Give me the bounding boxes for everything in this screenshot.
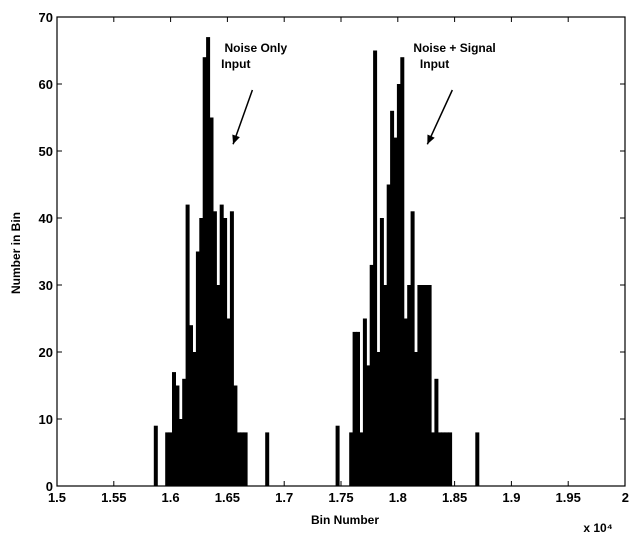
histogram-bar xyxy=(390,110,395,487)
histogram-bars xyxy=(153,37,480,487)
x-tick-label: 1.65 xyxy=(215,490,240,505)
y-tick-label: 40 xyxy=(39,211,53,226)
histogram-bar xyxy=(182,378,187,486)
x-tick-label: 1.75 xyxy=(328,490,353,505)
arrow-head-icon xyxy=(232,134,240,145)
x-tick-label: 1.8 xyxy=(389,490,407,505)
histogram-bar xyxy=(369,264,374,486)
histogram-bar xyxy=(444,432,449,486)
histogram-bar xyxy=(400,57,405,486)
x-tick-label: 1.85 xyxy=(442,490,467,505)
y-tick-label: 20 xyxy=(39,345,53,360)
x-axis: 1.5 1.55 1.6 1.65 1.7 1.75 1.8 1.85 1.9 1.95 2 xyxy=(48,17,629,505)
histogram-bar xyxy=(192,352,197,486)
histogram-bar xyxy=(379,218,384,486)
x-axis-title: Bin Number xyxy=(311,513,379,527)
histogram-bar xyxy=(335,425,340,486)
histogram-bar xyxy=(393,137,398,486)
histogram-bar xyxy=(243,432,248,486)
annotation-label: Input xyxy=(420,57,449,71)
histogram-bar xyxy=(172,372,176,486)
histogram-bar xyxy=(209,117,214,486)
histogram-bar xyxy=(356,331,360,486)
y-tick-label: 50 xyxy=(39,144,53,159)
y-axis: 0 10 20 30 40 50 60 70 xyxy=(39,10,625,494)
annotation-label: Noise Only xyxy=(224,41,287,55)
histogram-bar xyxy=(417,285,422,486)
x-tick-label: 1.9 xyxy=(502,490,520,505)
x-tick-label: 1.7 xyxy=(275,490,293,505)
histogram-bar xyxy=(195,251,200,486)
histogram-bar xyxy=(199,218,204,486)
histogram-bar xyxy=(376,352,381,486)
y-tick-label: 30 xyxy=(39,278,53,293)
histogram-bar xyxy=(349,432,354,486)
histogram-bar xyxy=(212,211,217,487)
histogram-bar xyxy=(475,432,480,486)
histogram-bar xyxy=(362,318,367,486)
histogram-bar xyxy=(366,365,371,486)
histogram-bar xyxy=(178,419,183,486)
y-tick-label: 0 xyxy=(46,479,53,494)
histogram-bar xyxy=(226,318,231,486)
histogram-bar xyxy=(420,285,425,486)
histogram-bar xyxy=(410,211,415,487)
histogram-bar xyxy=(223,218,228,486)
histogram-bar xyxy=(359,432,364,486)
histogram-bar xyxy=(219,204,224,486)
histogram-bar xyxy=(189,325,193,486)
histogram-bar xyxy=(414,352,418,486)
x-axis-multiplier: x 10⁴ xyxy=(583,521,612,535)
histogram-bar xyxy=(352,331,357,486)
histogram-bar xyxy=(165,432,170,486)
x-tick-label: 1.55 xyxy=(101,490,126,505)
histogram-bar xyxy=(434,378,439,486)
x-tick-label: 1.5 xyxy=(48,490,66,505)
x-tick-label: 1.6 xyxy=(162,490,180,505)
y-tick-label: 70 xyxy=(39,10,53,25)
plot-area xyxy=(56,16,626,487)
histogram-bar xyxy=(437,432,442,486)
histogram-bar xyxy=(236,432,241,486)
x-tick-label: 1.95 xyxy=(556,490,581,505)
histogram-bar xyxy=(233,385,238,486)
histogram-bar xyxy=(216,285,221,486)
histogram-bar xyxy=(431,432,435,486)
y-tick-label: 10 xyxy=(39,412,53,427)
histogram-bar xyxy=(427,285,432,486)
histogram-bar xyxy=(185,204,190,486)
histogram-bar xyxy=(168,432,173,486)
histogram-bar xyxy=(229,211,234,487)
histogram-bar xyxy=(424,285,429,486)
x-tick-label: 2 xyxy=(622,490,629,505)
histogram-bar xyxy=(175,385,180,486)
histogram-bar xyxy=(265,432,270,486)
histogram-bar xyxy=(448,432,453,486)
annotations: Noise Only Input Noise + Signal Input xyxy=(221,41,496,145)
annotation-label: Noise + Signal xyxy=(413,41,495,55)
histogram-bar xyxy=(407,285,412,486)
histogram-bar xyxy=(403,318,408,486)
histogram-bar xyxy=(386,184,391,486)
histogram-bar xyxy=(383,285,388,486)
histogram-bar xyxy=(153,425,158,486)
y-axis-title: Number in Bin xyxy=(9,212,23,294)
histogram-bar xyxy=(240,432,245,486)
annotation-arrow xyxy=(426,89,454,145)
plot-frame xyxy=(56,16,626,487)
annotation-label: Input xyxy=(221,57,250,71)
arrow-head-icon xyxy=(427,134,435,145)
histogram-bar xyxy=(202,57,207,486)
histogram-bar xyxy=(373,50,378,486)
y-tick-label: 60 xyxy=(39,77,53,92)
annotation-arrow xyxy=(232,89,254,145)
histogram-bar xyxy=(206,37,211,486)
histogram-bar xyxy=(441,432,446,486)
histogram-bar xyxy=(396,84,401,486)
